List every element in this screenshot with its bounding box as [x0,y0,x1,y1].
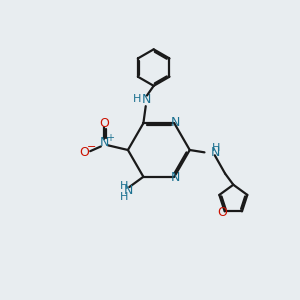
Text: +: + [106,133,114,142]
Text: −: − [87,142,97,152]
Text: H: H [119,192,128,202]
Text: O: O [80,146,89,159]
Text: N: N [142,93,152,106]
Text: N: N [210,146,220,159]
Text: N: N [123,184,133,197]
Text: O: O [217,206,227,219]
Text: H: H [212,142,221,153]
Text: H: H [119,182,128,191]
Text: N: N [171,171,180,184]
Text: N: N [100,136,109,149]
Text: N: N [171,116,180,129]
Text: O: O [99,117,109,130]
Text: H: H [133,94,141,104]
